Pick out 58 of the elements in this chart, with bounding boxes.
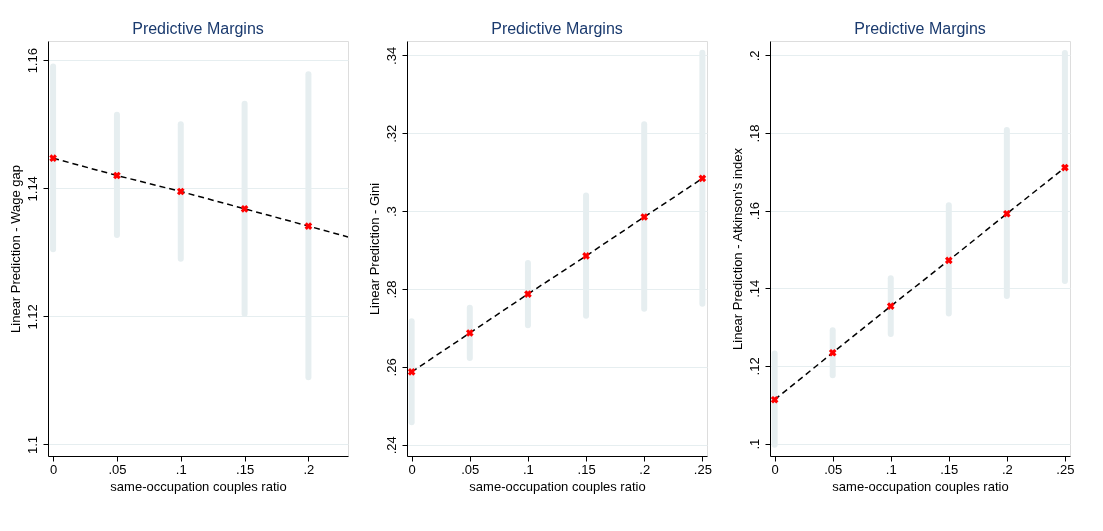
x-tick-label: .05	[824, 461, 843, 477]
chart-title: Predictive Margins	[132, 20, 264, 37]
point	[176, 187, 185, 196]
y-tick-label: .16	[746, 202, 762, 221]
x-tick-label: .1	[175, 461, 187, 477]
x-tick-label: .15	[577, 461, 596, 477]
x-tick-label: .2	[303, 461, 315, 477]
point	[1061, 163, 1069, 172]
point	[524, 290, 532, 298]
y-tick-label: .12	[746, 357, 762, 376]
x-tick-label: .2	[1001, 461, 1013, 477]
point	[1003, 209, 1011, 218]
y-axis-title: Linear Prediction - Wage gap	[7, 165, 23, 333]
x-tick-label: .25	[693, 461, 712, 477]
point	[49, 154, 57, 163]
x-tick-label: .05	[461, 461, 480, 477]
y-tick-label: .32	[383, 124, 399, 143]
point	[407, 368, 416, 376]
y-tick-label: 1.12	[24, 304, 40, 330]
y-tick-label: .14	[746, 279, 762, 298]
point	[828, 348, 837, 357]
y-tick-label: .18	[746, 124, 762, 143]
x-tick-label: 0	[408, 461, 416, 477]
x-tick-label: .25	[1056, 461, 1075, 477]
point	[240, 204, 249, 213]
x-tick-label: .2	[639, 461, 651, 477]
point	[886, 302, 895, 310]
x-tick-label: 0	[771, 461, 779, 477]
chart-title: Predictive Margins	[491, 20, 623, 37]
x-tick-label: .1	[885, 461, 897, 477]
y-tick-label: .34	[383, 46, 399, 65]
x-tick-label: .1	[523, 461, 534, 477]
y-tick-label: .1	[746, 438, 762, 450]
point	[944, 256, 953, 265]
y-tick-label: .3	[383, 206, 399, 218]
point	[113, 171, 121, 180]
y-tick-label: 1.1	[24, 435, 40, 455]
point	[465, 329, 474, 337]
y-tick-label: .26	[383, 358, 399, 377]
x-tick-label: .15	[236, 461, 255, 477]
y-axis-title: Linear Prediction - Gini	[366, 182, 382, 316]
y-axis-title: Linear Prediction - Atkinson's index	[729, 147, 745, 350]
x-tick-label: 0	[49, 461, 58, 477]
y-tick-label: .2	[746, 50, 762, 62]
y-tick-label: .28	[383, 280, 399, 299]
y-tick-label: 1.14	[24, 176, 40, 202]
y-tick-label: .24	[383, 436, 399, 455]
point	[640, 213, 649, 221]
x-tick-label: .05	[108, 461, 127, 477]
y-tick-label: 1.16	[24, 48, 40, 74]
point	[582, 252, 590, 260]
point	[698, 174, 707, 183]
x-axis-title: same-occupation couples ratio	[110, 478, 287, 494]
x-axis-title: same-occupation couples ratio	[469, 478, 646, 494]
point	[770, 395, 779, 404]
x-axis-title: same-occupation couples ratio	[832, 478, 1009, 494]
chart-title: Predictive Margins	[854, 20, 986, 37]
x-tick-label: .15	[940, 461, 959, 477]
